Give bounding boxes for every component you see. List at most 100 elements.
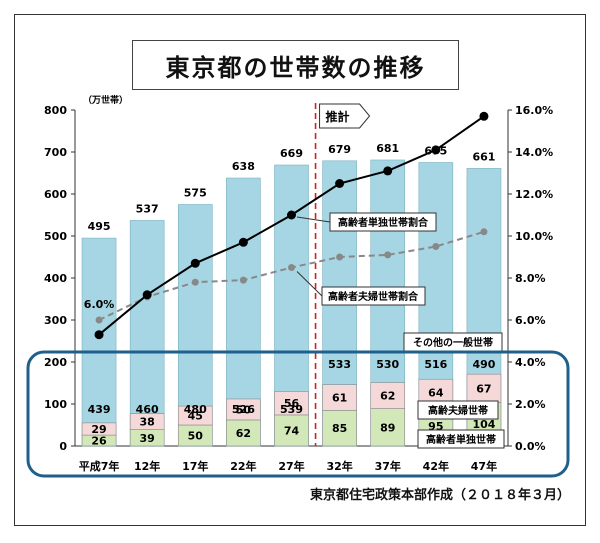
- elderly-couple-segment: [177, 405, 213, 426]
- other-value-label: 539: [280, 403, 303, 416]
- x-tick-label: 22年: [230, 459, 256, 473]
- y2-tick-label: 10.0%: [515, 230, 553, 243]
- y2-tick-label: 12.0%: [515, 188, 553, 201]
- single-ratio-point: [479, 111, 489, 121]
- first-point-label: 6.0%: [84, 298, 115, 311]
- couple-ratio-callout: 高齢者夫婦世帯割合: [328, 290, 419, 303]
- couple-value-label: 56: [284, 397, 300, 410]
- elderly-single-segment: [370, 408, 406, 447]
- single-ratio-point: [287, 210, 296, 220]
- couple-ratio-point: [384, 251, 392, 259]
- couple-ratio-point: [432, 243, 440, 250]
- single-ratio-point: [142, 290, 152, 300]
- other-value-label: 490: [472, 358, 495, 371]
- total-value-label: 679: [328, 143, 351, 156]
- total-value-label: 661: [472, 150, 495, 163]
- x-tick-label: 37年: [375, 459, 401, 473]
- single-ratio-point: [190, 258, 200, 268]
- estimate-arrow-icon: [319, 103, 371, 129]
- other-value-label: 533: [328, 358, 351, 371]
- y2-tick-label: 16.0%: [515, 104, 553, 117]
- couple-value-label: 45: [188, 410, 203, 423]
- y2-tick-label: 4.0%: [515, 356, 546, 369]
- y2-tick-label: 2.0%: [515, 398, 546, 411]
- couple-value-label: 64: [428, 387, 444, 400]
- y-tick-label: 300: [44, 314, 67, 327]
- other-value-label: 439: [88, 403, 111, 416]
- other-value-label: 516: [424, 358, 447, 371]
- y-tick-label: 700: [44, 146, 67, 159]
- single-ratio-point: [383, 166, 393, 176]
- total-value-label: 638: [232, 160, 255, 173]
- elderly-couple-segment: [274, 391, 309, 416]
- source-credit: 東京都住宅政策本部作成（２０１８年３月）: [309, 488, 570, 503]
- couple-value-label: 61: [332, 391, 347, 404]
- total-bar: [177, 204, 213, 447]
- y2-tick-label: 14.0%: [515, 146, 553, 159]
- y2-tick-label: 0.0%: [515, 440, 546, 453]
- legend-single-box: [417, 429, 505, 449]
- total-value-label: 537: [136, 202, 159, 215]
- estimate-label: 推計: [326, 109, 350, 124]
- couple-value-label: 38: [140, 416, 155, 429]
- elderly-couple-segment: [370, 382, 406, 409]
- single-value-label: 89: [380, 421, 395, 434]
- y2-tick-label: 6.0%: [515, 314, 546, 327]
- x-tick-label: 47年: [471, 459, 497, 473]
- total-value-label: 495: [88, 220, 111, 233]
- other-value-label: 460: [136, 403, 159, 416]
- elderly-single-segment: [226, 419, 261, 447]
- legend-couple-label: 高齢夫婦世帯: [428, 404, 488, 417]
- single-value-label: 50: [188, 430, 204, 443]
- y-tick-label: 200: [44, 356, 67, 369]
- single-ratio-callout: 高齢者単独世帯割合: [338, 216, 429, 229]
- elderly-couple-segment: [129, 413, 165, 430]
- single-value-label: 39: [140, 432, 155, 445]
- elderly-couple-segment: [322, 384, 357, 411]
- y-tick-label: 100: [44, 398, 67, 411]
- couple-ratio-callout-box: [321, 286, 426, 306]
- y2-tick-label: 8.0%: [515, 272, 546, 285]
- total-value-label: 669: [280, 147, 303, 160]
- couple-ratio-point: [288, 264, 295, 271]
- couple-ratio-leader: [296, 271, 323, 297]
- y-tick-label: 600: [44, 188, 67, 201]
- couple-value-label: 67: [476, 382, 491, 395]
- total-bar: [129, 220, 165, 447]
- chart-title: 東京都の世帯数の推移: [132, 40, 459, 90]
- couple-ratio-point: [480, 228, 488, 236]
- elderly-couple-segment: [226, 398, 261, 421]
- single-ratio-point: [431, 145, 441, 155]
- y-tick-label: 400: [44, 272, 67, 285]
- legend-single-label: 高齢者単独世帯: [426, 433, 496, 446]
- single-value-label: 62: [236, 427, 251, 440]
- x-tick-label: 27年: [278, 459, 304, 473]
- y-tick-label: 500: [44, 230, 67, 243]
- single-value-label: 85: [332, 422, 347, 435]
- couple-ratio-point: [336, 253, 344, 261]
- total-value-label: 575: [184, 187, 207, 200]
- x-tick-label: 12年: [134, 459, 160, 473]
- couple-value-label: 62: [380, 390, 395, 403]
- couple-value-label: 50: [236, 403, 252, 416]
- other-value-label: 530: [376, 358, 399, 371]
- legend-other-label: その他の一般世帯: [413, 336, 493, 349]
- single-value-label: 26: [91, 435, 107, 448]
- elderly-couple-segment: [466, 373, 502, 403]
- single-ratio-callout-box: [329, 212, 437, 232]
- x-tick-label: 42年: [423, 459, 449, 473]
- y-tick-label: 800: [44, 104, 67, 117]
- elderly-couple-segment: [81, 422, 117, 436]
- x-tick-label: 32年: [326, 459, 352, 473]
- couple-ratio-point: [95, 316, 103, 324]
- x-tick-label: 17年: [182, 459, 208, 473]
- single-value-label: 104: [472, 418, 495, 431]
- couple-value-label: 29: [91, 423, 106, 436]
- single-ratio-leader: [296, 216, 331, 223]
- total-bar: [81, 237, 117, 447]
- single-ratio-point: [94, 330, 104, 340]
- other-value-label: 480: [184, 403, 207, 416]
- legend-couple-box: [417, 400, 499, 420]
- y-tick-label: 0: [59, 440, 67, 453]
